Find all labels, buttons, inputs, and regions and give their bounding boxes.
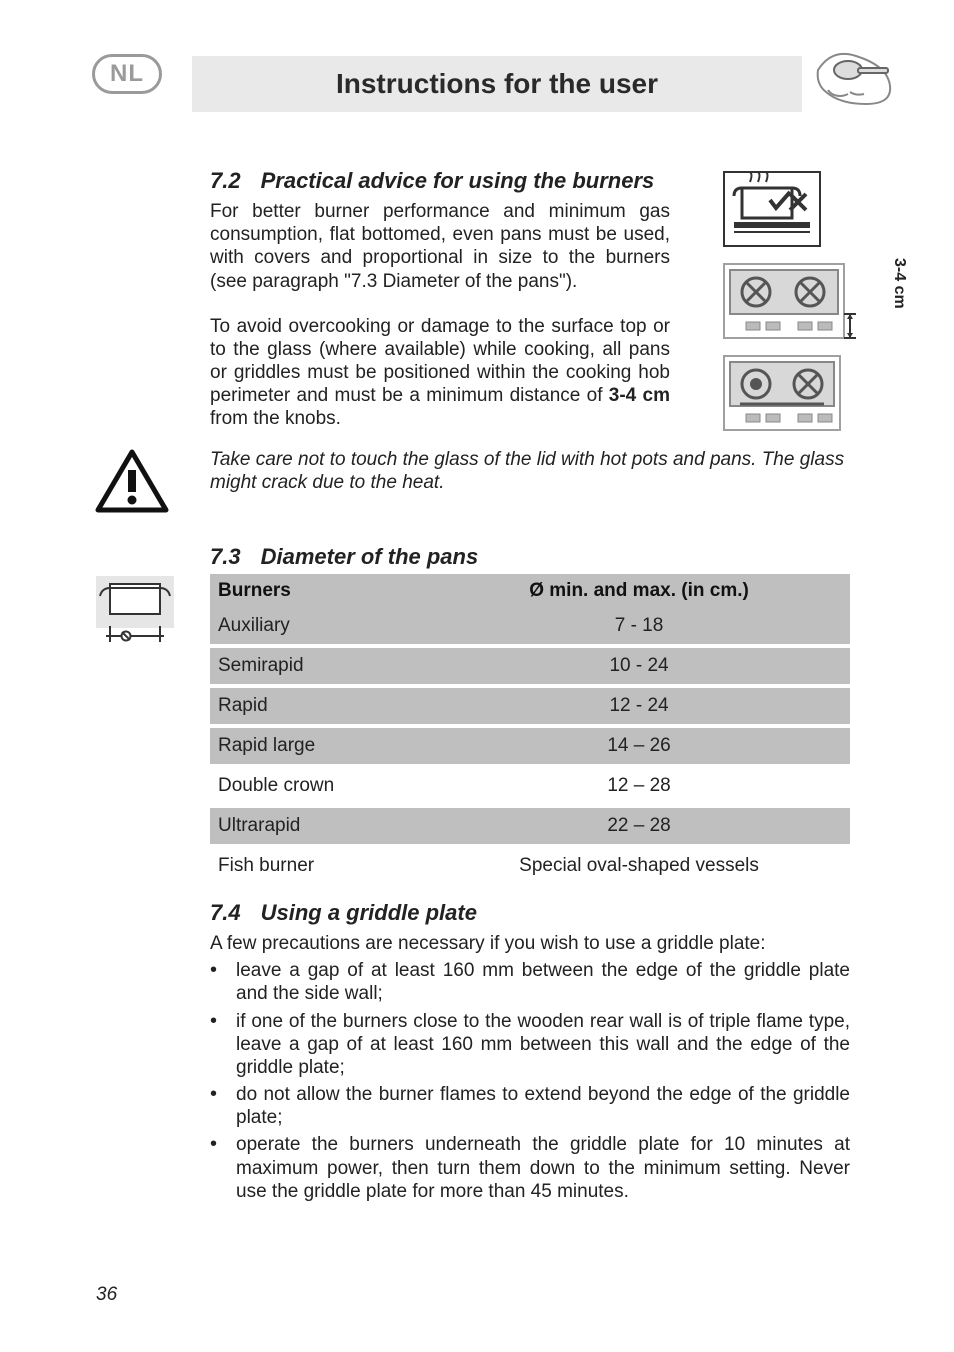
bullet-icon: • — [210, 959, 236, 1005]
section-7-4-heading: 7.4 Using a griddle plate — [210, 900, 850, 926]
pot-diameter-icon — [96, 576, 174, 648]
table-row-separator — [210, 884, 850, 888]
section-7-2-distance: 3-4 cm — [609, 385, 670, 406]
table-row: Rapid12 - 24 — [210, 688, 850, 724]
table-cell-burner: Semirapid — [210, 648, 428, 684]
warning-triangle-icon — [94, 448, 170, 516]
section-7-4-body: A few precautions are necessary if you w… — [210, 932, 850, 1207]
table-cell-diameter: 7 - 18 — [428, 608, 850, 644]
section-7-3-heading: 7.3 Diameter of the pans — [210, 544, 850, 570]
section-7-4-title: Using a griddle plate — [261, 900, 477, 925]
section-7-4-number: 7.4 — [210, 900, 241, 925]
language-badge: NL — [92, 54, 162, 94]
table-row: Double crown12 – 28 — [210, 768, 850, 804]
table-cell-burner: Auxiliary — [210, 608, 428, 644]
hob-topview-dimension-icon — [722, 262, 862, 340]
table-cell-burner: Rapid — [210, 688, 428, 724]
table-cell-diameter: 14 – 26 — [428, 728, 850, 764]
bullet-icon: • — [210, 1133, 236, 1203]
table-header-burners: Burners — [210, 574, 428, 608]
section-7-2-p2-pre: To avoid overcooking or damage to the su… — [210, 316, 670, 407]
table-cell-diameter: 22 – 28 — [428, 808, 850, 844]
table-cell-diameter: 10 - 24 — [428, 648, 850, 684]
section-7-3-heading-block: 7.3 Diameter of the pans — [210, 544, 850, 576]
section-7-4-intro: A few precautions are necessary if you w… — [210, 932, 850, 955]
list-item-text: do not allow the burner flames to extend… — [236, 1083, 850, 1129]
dimension-label: 3-4 cm — [890, 258, 908, 309]
table-cell-diameter: 12 – 28 — [428, 768, 850, 804]
bullet-icon: • — [210, 1083, 236, 1129]
table-cell-diameter: Special oval-shaped vessels — [428, 848, 850, 884]
burner-diagrams — [722, 170, 890, 446]
section-7-3-title: Diameter of the pans — [261, 544, 479, 569]
table-row: Ultrarapid22 – 28 — [210, 808, 850, 844]
pan-diameter-table: Burners Ø min. and max. (in cm.) Auxilia… — [210, 574, 850, 888]
list-item: •operate the burners underneath the grid… — [210, 1133, 850, 1203]
bullet-icon: • — [210, 1010, 236, 1080]
list-item-text: leave a gap of at least 160 mm between t… — [236, 959, 850, 1005]
list-item-text: if one of the burners close to the woode… — [236, 1010, 850, 1080]
spoon-icon — [814, 46, 894, 108]
correct-pan-diagram-icon — [722, 170, 822, 248]
section-7-2-paragraph-1: For better burner performance and minimu… — [210, 200, 670, 293]
table-row: Semirapid10 - 24 — [210, 648, 850, 684]
table-header-diameter: Ø min. and max. (in cm.) — [428, 574, 850, 608]
list-item-text: operate the burners underneath the gridd… — [236, 1133, 850, 1203]
list-item: •do not allow the burner flames to exten… — [210, 1083, 850, 1129]
list-item: •if one of the burners close to the wood… — [210, 1010, 850, 1080]
section-7-2-heading: 7.2 Practical advice for using the burner… — [210, 168, 670, 194]
page: NL Instructions for the user 7.2 Practica… — [0, 0, 954, 1352]
table-cell-burner: Fish burner — [210, 848, 428, 884]
table-cell-burner: Rapid large — [210, 728, 428, 764]
table-row: Fish burnerSpecial oval-shaped vessels — [210, 848, 850, 884]
section-7-2-title: Practical advice for using the burners — [261, 168, 655, 193]
page-title: Instructions for the user — [192, 56, 802, 112]
section-7-4-heading-block: 7.4 Using a griddle plate — [210, 900, 850, 932]
table-cell-diameter: 12 - 24 — [428, 688, 850, 724]
section-7-2: 7.2 Practical advice for using the burner… — [210, 168, 670, 431]
table-cell-burner: Ultrarapid — [210, 808, 428, 844]
list-item: •leave a gap of at least 160 mm between … — [210, 959, 850, 1005]
table-cell-burner: Double crown — [210, 768, 428, 804]
hob-topview-plain-icon — [722, 354, 842, 432]
section-7-3-number: 7.3 — [210, 544, 241, 569]
table-row: Rapid large14 – 26 — [210, 728, 850, 764]
table-header-row: Burners Ø min. and max. (in cm.) — [210, 574, 850, 608]
section-7-2-p2-post: from the knobs. — [210, 408, 341, 429]
section-7-2-paragraph-2: To avoid overcooking or damage to the su… — [210, 315, 670, 431]
warning-note: Take care not to touch the glass of the … — [210, 448, 850, 494]
section-7-4-list: •leave a gap of at least 160 mm between … — [210, 959, 850, 1203]
table-row: Auxiliary7 - 18 — [210, 608, 850, 644]
section-7-2-number: 7.2 — [210, 168, 241, 193]
page-number: 36 — [96, 1284, 117, 1306]
